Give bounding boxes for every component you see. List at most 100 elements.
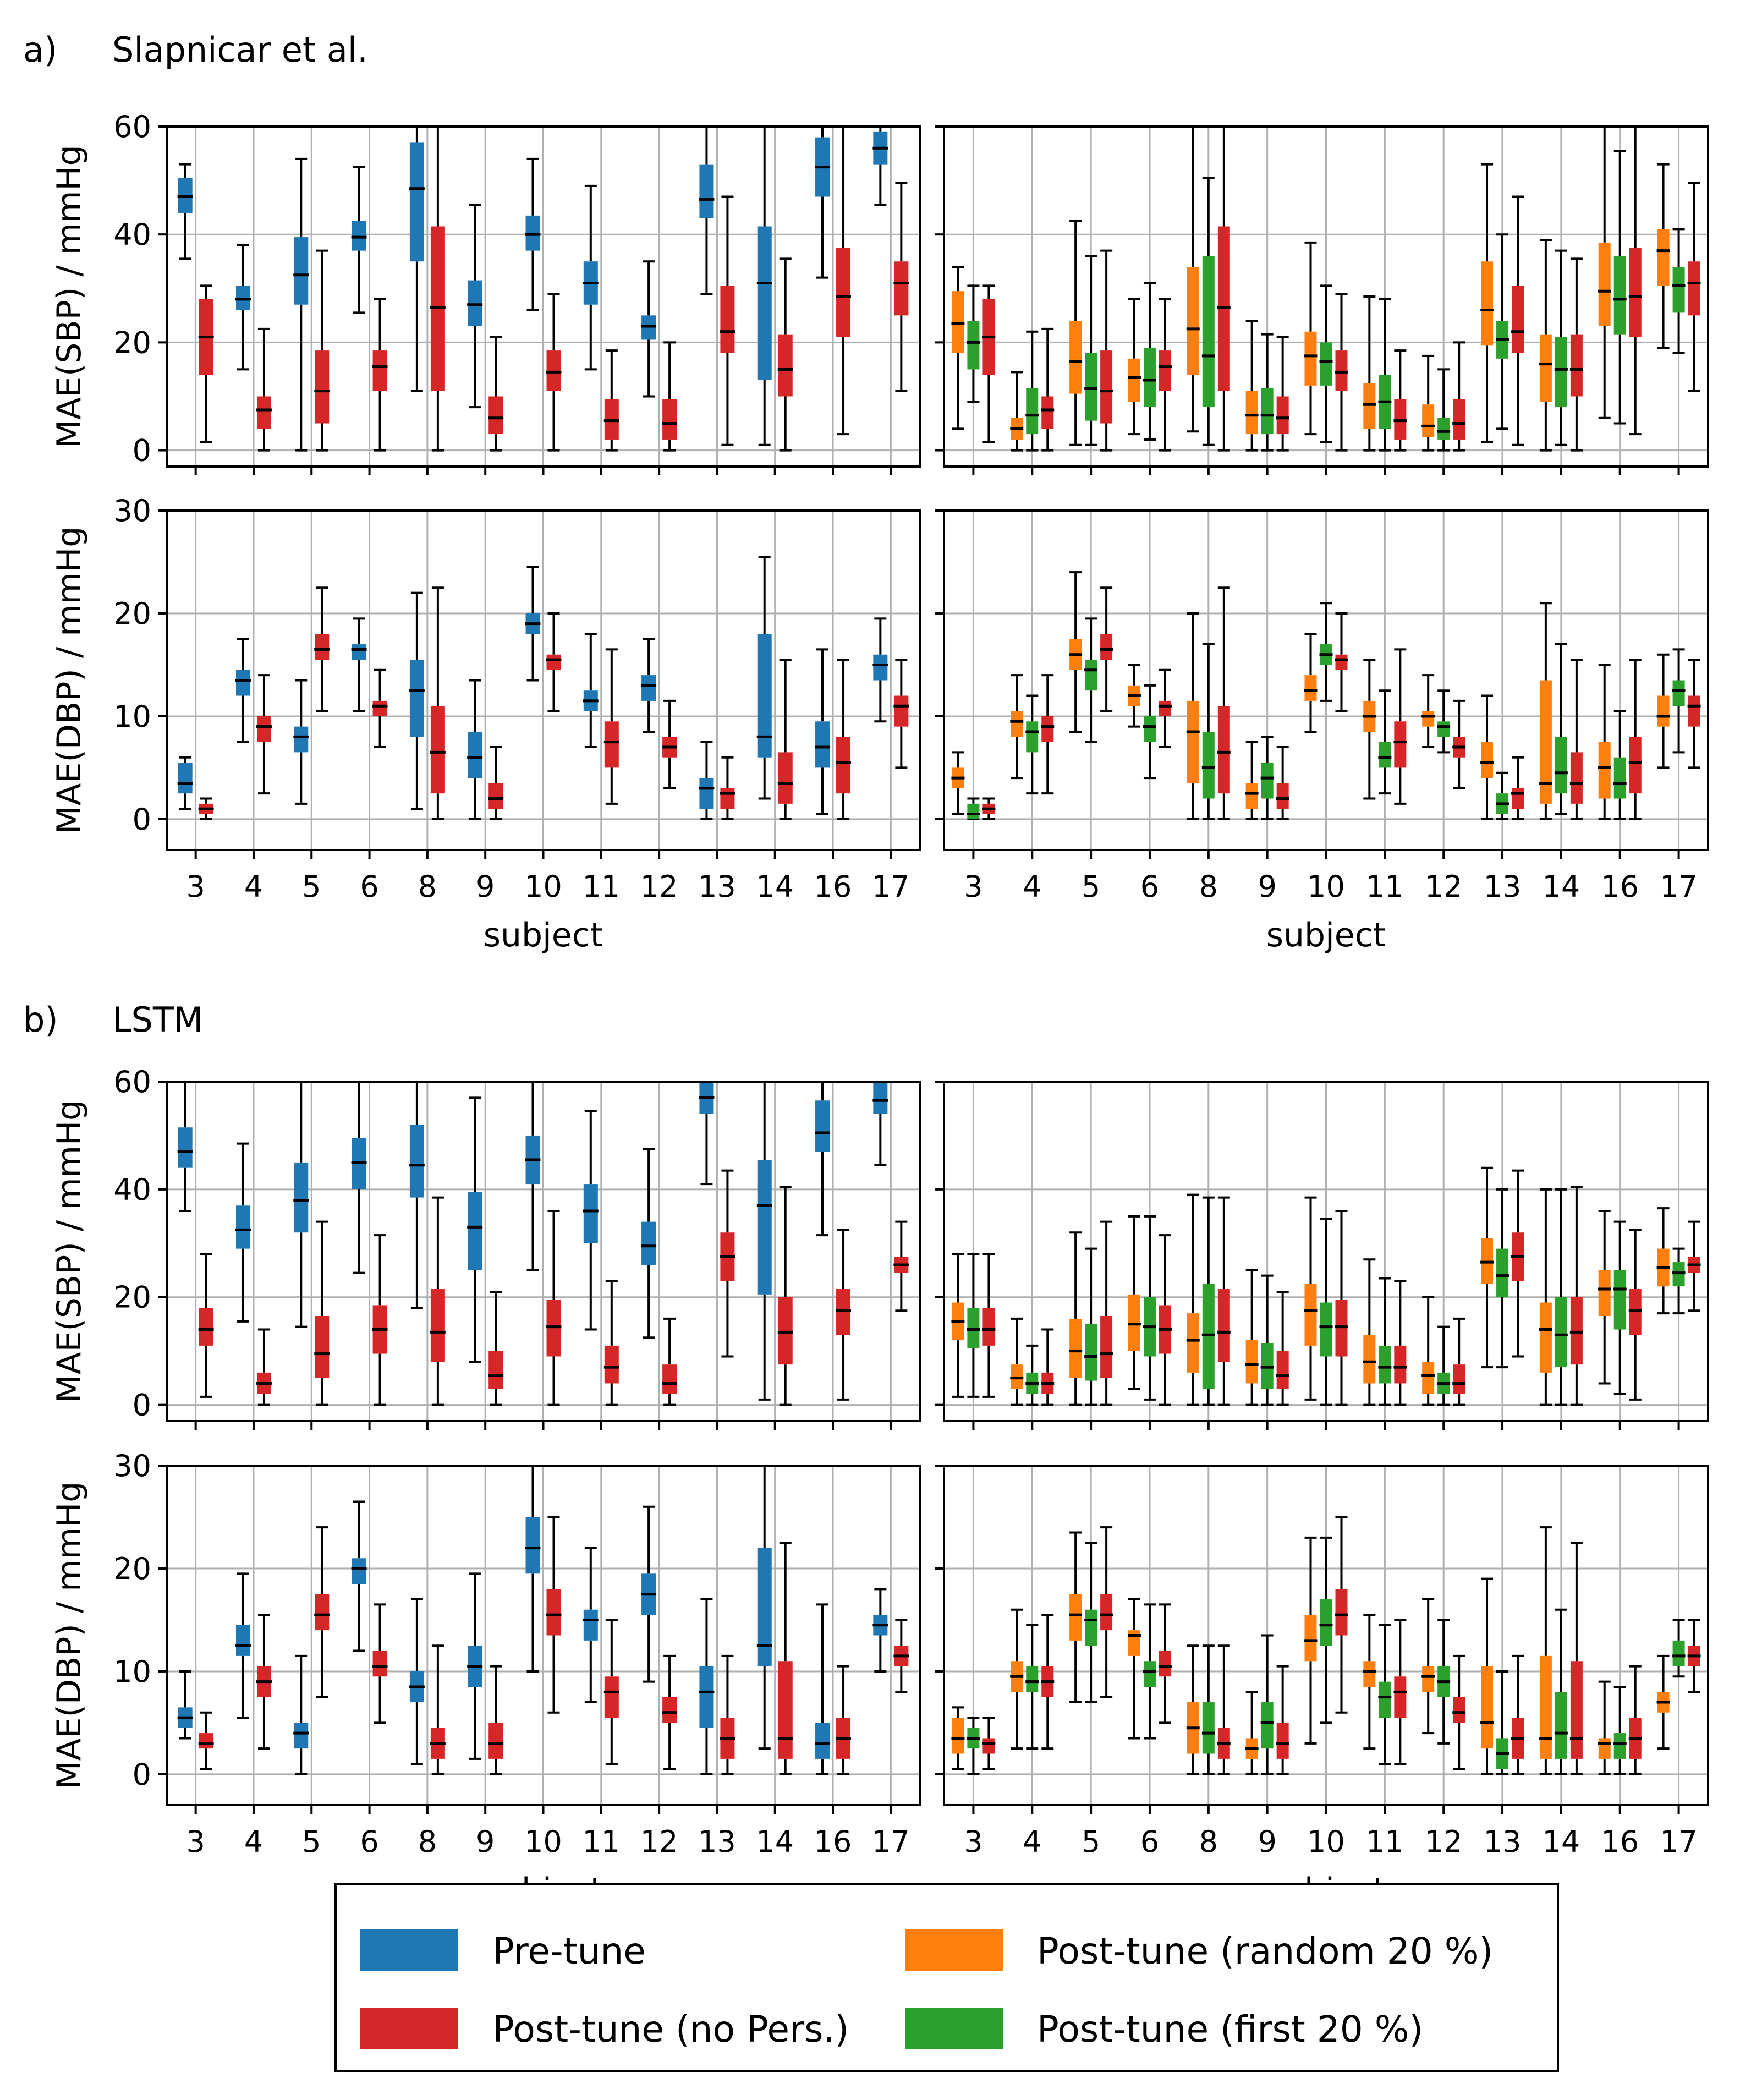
y-tick-label: 20 — [113, 1551, 151, 1586]
iqr-box — [1570, 1661, 1583, 1759]
box-b-SBP-left-post-tune-no-pers--13 — [720, 1169, 735, 1358]
box-b-SBP-right-post-tune-first-20--13 — [1496, 1188, 1510, 1369]
iqr-box — [468, 731, 482, 778]
x-ticks: 3 4 5 6 8 9 10 11 12 13 14 16 17 — [186, 1805, 910, 1859]
iqr-box — [178, 1127, 193, 1168]
box-b-SBP-right-post-tune-random-20--6 — [1127, 1215, 1141, 1390]
iqr-box — [1217, 706, 1230, 794]
box-b-DBP-right-post-tune-first-20--3 — [967, 1717, 980, 1775]
panel-b-SBP-right — [935, 1081, 1709, 1430]
box-a-SBP-left-post-tune-no-pers--4 — [256, 327, 272, 452]
box-b-SBP-left-post-tune-no-pers--4 — [256, 1328, 272, 1406]
box-a-DBP-right-post-tune-random-20--4 — [1010, 674, 1024, 780]
iqr-box — [488, 396, 503, 435]
box-b-DBP-left-pre-tune-16 — [815, 1603, 831, 1775]
x-tick-label: 16 — [1601, 869, 1639, 904]
box-a-SBP-right-post-tune-no-pers--17 — [1687, 182, 1701, 392]
box-b-DBP-right-post-tune-random-20--5 — [1069, 1531, 1083, 1704]
x-tick-label: 14 — [1543, 869, 1580, 904]
box-a-SBP-left-post-tune-no-pers--5 — [314, 249, 330, 452]
iqr-box — [315, 1594, 330, 1631]
iqr-box — [1159, 1651, 1171, 1677]
iqr-box — [1394, 1345, 1407, 1384]
iqr-box — [256, 716, 271, 742]
iqr-box — [873, 654, 888, 681]
box-b-DBP-right-post-tune-no-pers--4 — [1041, 1614, 1055, 1750]
box-b-DBP-right-post-tune-first-20--5 — [1084, 1542, 1098, 1704]
box-a-SBP-right-post-tune-no-pers--12 — [1452, 341, 1466, 452]
box-b-SBP-right-post-tune-no-pers--16 — [1628, 1229, 1642, 1401]
iqr-box — [1481, 261, 1494, 346]
x-axis-label: subject — [1266, 916, 1386, 955]
x-tick-label: 5 — [302, 869, 321, 904]
box-a-DBP-right-post-tune-random-20--8 — [1186, 612, 1200, 820]
box-b-DBP-right-post-tune-first-20--11 — [1378, 1624, 1392, 1765]
iqr-box — [1481, 1666, 1494, 1749]
box-a-SBP-right-post-tune-no-pers--3 — [982, 284, 996, 443]
iqr-box — [1320, 1599, 1332, 1646]
iqr-box — [1202, 256, 1215, 408]
box-b-DBP-right-post-tune-first-20--16 — [1613, 1685, 1627, 1775]
iqr-box — [199, 1308, 213, 1346]
x-ticks — [194, 467, 892, 475]
iqr-box — [256, 396, 271, 429]
box-a-SBP-left-post-tune-no-pers--13 — [720, 195, 735, 446]
box-b-DBP-right-post-tune-random-20--16 — [1598, 1680, 1611, 1775]
x-tick-label: 4 — [244, 869, 263, 904]
iqr-box — [641, 1221, 656, 1265]
box-a-SBP-left-pre-tune-5 — [293, 157, 309, 452]
box-a-DBP-right-post-tune-first-20--5 — [1084, 617, 1098, 743]
box-a-SBP-right-post-tune-random-20--13 — [1480, 163, 1494, 443]
iqr-box — [1555, 737, 1567, 794]
box-b-DBP-left-pre-tune-14 — [756, 1466, 772, 1750]
box-a-SBP-right-post-tune-no-pers--14 — [1569, 257, 1583, 452]
box-b-SBP-right-post-tune-first-20--17 — [1672, 1247, 1686, 1315]
y-tick-label: 30 — [113, 494, 151, 528]
box-a-SBP-right-post-tune-first-20--6 — [1143, 282, 1156, 441]
box-a-SBP-right-post-tune-first-20--14 — [1554, 249, 1568, 446]
iqr-box — [372, 350, 387, 391]
iqr-box — [1613, 256, 1626, 335]
box-a-DBP-right-post-tune-random-20--3 — [951, 751, 965, 815]
box-b-SBP-right-post-tune-first-20--6 — [1143, 1215, 1156, 1401]
iqr-box — [1187, 700, 1199, 783]
iqr-box — [720, 286, 735, 353]
x-tick-label: 11 — [582, 1824, 620, 1859]
box-b-SBP-right-post-tune-no-pers--13 — [1511, 1169, 1525, 1358]
iqr-box — [699, 164, 714, 218]
iqr-box — [1379, 742, 1391, 768]
box-b-SBP-left-post-tune-no-pers--10 — [546, 1210, 562, 1406]
box-b-DBP-right-post-tune-first-20--8 — [1201, 1644, 1215, 1775]
iqr-box — [1363, 1335, 1376, 1384]
legend-label-0: Pre-tune — [492, 1930, 646, 1972]
x-tick-label: 5 — [1082, 869, 1100, 904]
box-b-SBP-left-post-tune-no-pers--14 — [777, 1185, 793, 1406]
box-a-SBP-right-post-tune-no-pers--8 — [1217, 127, 1231, 452]
box-a-DBP-right-post-tune-no-pers--16 — [1628, 659, 1642, 820]
box-a-DBP-left-pre-tune-13 — [699, 741, 715, 820]
box-a-DBP-left-pre-tune-6 — [351, 617, 367, 712]
iqr-box — [294, 1162, 309, 1233]
box-a-DBP-left-pre-tune-9 — [467, 679, 483, 820]
x-tick-label: 8 — [1199, 869, 1218, 904]
iqr-box — [1320, 342, 1332, 386]
iqr-box — [1143, 1661, 1156, 1687]
x-tick-label: 3 — [964, 1824, 982, 1859]
box-a-SBP-left-pre-tune-17 — [872, 127, 888, 206]
box-a-DBP-right-post-tune-first-20--11 — [1378, 689, 1392, 795]
box-b-DBP-right-post-tune-random-20--13 — [1480, 1577, 1494, 1775]
iqr-box — [757, 1548, 772, 1666]
x-tick-label: 12 — [1425, 1824, 1463, 1859]
iqr-box — [1422, 711, 1435, 727]
x-tick-label: 8 — [1199, 1824, 1218, 1859]
x-tick-label: 17 — [1660, 869, 1698, 904]
box-b-DBP-right-post-tune-first-20--6 — [1143, 1603, 1156, 1740]
iqr-box — [1335, 654, 1348, 670]
iqr-box — [1100, 634, 1113, 660]
box-a-SBP-left-post-tune-no-pers--14 — [777, 257, 793, 452]
legend: Pre-tune Post-tune (no Pers.) Post-tune (r… — [334, 1883, 1559, 2072]
box-a-SBP-left-pre-tune-8 — [409, 127, 425, 392]
iqr-box — [409, 142, 424, 262]
box-b-DBP-left-pre-tune-17 — [872, 1588, 888, 1673]
box-a-SBP-left-post-tune-no-pers--3 — [198, 284, 214, 443]
